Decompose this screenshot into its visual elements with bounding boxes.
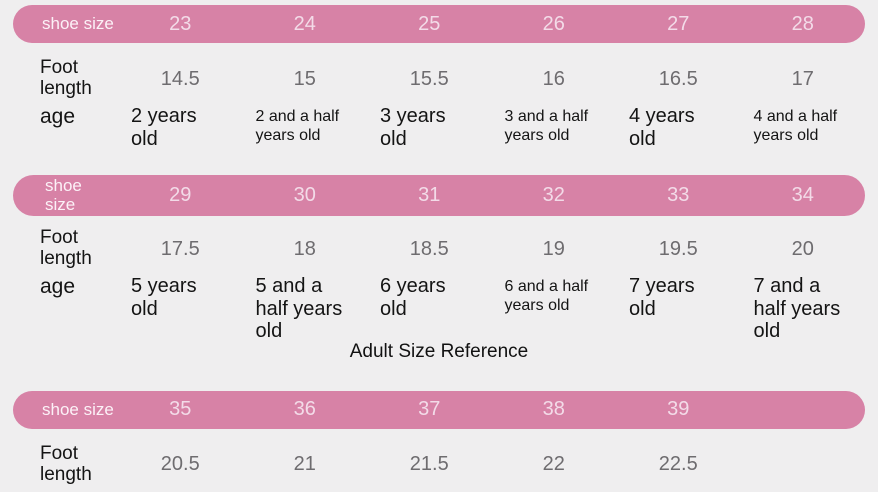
size-cell: 28 [791,12,814,35]
size-cell: 31 [418,184,441,206]
foot-length-row: Foot length 20.5 21 21.5 22 22.5 [13,441,865,489]
foot-length-cell: 15 [293,67,316,90]
foot-length-cell: 16.5 [658,67,698,90]
foot-length-cell: 22 [542,453,565,476]
age-cell: 5 years old [131,275,197,320]
size-cell: 36 [293,398,316,421]
age-cell: 7 and a half years old [753,275,841,343]
size-cell: 39 [667,398,690,421]
age-cell: 6 years old [380,275,446,320]
size-cell: 35 [169,398,192,421]
foot-length-row: Foot length 17.5 18 18.5 19 19.5 20 [13,225,865,273]
foot-length-cell: 17 [791,67,814,90]
foot-length-cell: 14.5 [160,67,200,90]
shoe-size-bar: shoe size 29 30 31 32 33 34 [13,175,865,216]
age-label: age [40,275,76,298]
shoe-size-label: shoe size [42,13,114,33]
foot-length-cell: 15.5 [409,67,449,90]
foot-length-cell: 16 [542,67,565,90]
foot-length-label: Foot length [40,227,92,269]
shoe-size-bar: shoe size 23 24 25 26 27 28 [13,5,865,43]
age-row: age 5 years old 5 and a half years old 6 ye… [13,275,865,343]
age-cell: 4 and a half years old [753,108,838,144]
shoe-size-bar: shoe size 35 36 37 38 39 [13,390,865,429]
size-cell: 32 [542,184,565,206]
foot-length-row: Foot length 14.5 15 15.5 16 16.5 17 [13,55,865,103]
age-row: age 2 years old 2 and a half years old 3 ye… [13,105,865,163]
age-cell: 7 years old [629,275,695,320]
size-cell: 27 [667,12,690,35]
foot-length-cell: 21.5 [409,453,449,476]
size-cell: 37 [418,398,441,421]
table-section-1: shoe size 29 30 31 32 33 34 Foot length 17.5 18 18… [0,175,878,343]
table-section-0: shoe size 23 24 25 26 27 28 Foot length 14.5 15 15… [0,5,878,163]
age-cell: 2 years old [131,105,197,150]
foot-length-cell: 20.5 [160,453,200,476]
size-cell: 29 [169,184,192,206]
age-cell: 5 and a half years old [255,275,343,343]
foot-length-cell: 19.5 [658,237,698,260]
foot-length-label: Foot length [40,442,92,485]
adult-size-title: Adult Size Reference [349,340,529,362]
age-cell: 6 and a half years old [504,278,589,314]
foot-length-cell: 22.5 [658,453,698,476]
size-cell: 25 [418,12,441,35]
foot-length-label: Foot length [40,57,92,99]
size-cell: 26 [542,12,565,35]
table-section-2: shoe size 35 36 37 38 39 Foot length 20.5 21 21.5… [0,390,878,489]
size-cell: 34 [791,184,814,206]
size-chart: shoe size 23 24 25 26 27 28 Foot length 14.5 15 15… [0,0,878,492]
foot-length-cell: 19 [542,237,565,260]
foot-length-cell: 20 [791,237,814,260]
foot-length-cell: 18 [293,237,316,260]
size-tables: shoe size 23 24 25 26 27 28 Foot length 14.5 15 15… [0,5,878,489]
size-cell: 24 [293,12,316,35]
bottom-strip [0,492,878,503]
age-cell: 4 years old [629,105,695,150]
size-cell: 30 [293,184,316,206]
foot-length-cell: 21 [293,453,316,476]
age-cell: 2 and a half years old [255,108,340,144]
shoe-size-label: shoe size [45,176,82,214]
size-cell: 23 [169,12,192,35]
size-cell: 33 [667,184,690,206]
foot-length-cell: 17.5 [160,237,200,260]
age-cell: 3 and a half years old [504,108,589,144]
shoe-size-label: shoe size [42,399,114,419]
age-label: age [40,105,76,128]
foot-length-cell: 18.5 [409,237,449,260]
age-cell: 3 years old [380,105,446,150]
size-cell: 38 [542,398,565,421]
